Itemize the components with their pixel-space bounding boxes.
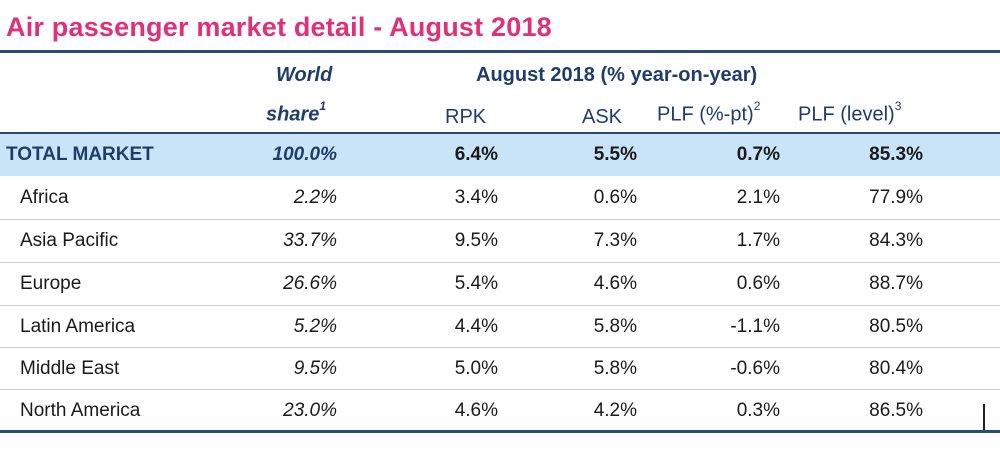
world-share: 5.2% xyxy=(293,316,337,337)
header-top-rule xyxy=(0,50,1000,53)
region-name: Asia Pacific xyxy=(20,230,119,251)
header-rpk: RPK xyxy=(445,106,487,128)
row-divider xyxy=(0,219,1000,220)
total-row-highlight xyxy=(0,134,1000,176)
row-divider xyxy=(0,347,1000,348)
rpk-value: 9.5% xyxy=(454,230,498,251)
rpk-value: 3.4% xyxy=(454,187,498,208)
world-share: 23.0% xyxy=(283,400,337,421)
plf-pt-value: 0.6% xyxy=(736,273,780,294)
plf-level-value: 80.5% xyxy=(869,316,923,337)
table-row: Middle East 9.5% 5.0% 5.8% -0.6% 80.4% xyxy=(0,348,1000,390)
row-divider xyxy=(0,389,1000,390)
world-share: 26.6% xyxy=(283,273,337,294)
ask-value: 5.8% xyxy=(593,316,637,337)
table-row: Africa 2.2% 3.4% 0.6% 2.1% 77.9% xyxy=(0,177,1000,219)
rpk-value: 4.6% xyxy=(454,400,498,421)
rpk-value: 5.4% xyxy=(454,273,498,294)
ask-value: 4.6% xyxy=(593,273,637,294)
ask-value: 5.8% xyxy=(593,358,637,379)
header-share-footnote: 1 xyxy=(319,99,327,113)
plf-pt-value: 2.1% xyxy=(736,187,780,208)
world-share: 9.5% xyxy=(293,358,337,379)
table-row: North America 23.0% 4.6% 4.2% 0.3% 86.5% xyxy=(0,390,1000,432)
table-row: Asia Pacific 33.7% 9.5% 7.3% 1.7% 84.3% xyxy=(0,220,1000,262)
plf-pt-value: 1.7% xyxy=(736,230,780,251)
table-row: Latin America 5.2% 4.4% 5.8% -1.1% 80.5% xyxy=(0,306,1000,348)
header-plf-level-footnote: 3 xyxy=(894,99,902,113)
world-share: 33.7% xyxy=(283,230,337,251)
world-share: 100.0% xyxy=(272,144,337,165)
header-world: World xyxy=(276,64,333,86)
table-row-total-market: TOTAL MARKET 100.0% 6.4% 5.5% 0.7% 85.3% xyxy=(0,134,1000,176)
plf-pt-value: -0.6% xyxy=(730,358,780,379)
plf-pt-value: 0.3% xyxy=(736,400,780,421)
plf-level-value: 80.4% xyxy=(869,358,923,379)
plf-level-value: 84.3% xyxy=(869,230,923,251)
header-plf-pt: PLF (%-pt)2 xyxy=(657,99,761,127)
header-plf-level-label: PLF (level) xyxy=(798,103,895,126)
region-name: North America xyxy=(20,400,141,421)
plf-pt-value: 0.7% xyxy=(736,144,780,165)
region-name: Europe xyxy=(20,273,82,294)
plf-level-value: 77.9% xyxy=(869,187,923,208)
world-share: 2.2% xyxy=(293,187,337,208)
ask-value: 7.3% xyxy=(593,230,637,251)
region-name: Africa xyxy=(20,187,69,208)
plf-level-value: 85.3% xyxy=(869,144,923,165)
row-divider xyxy=(0,262,1000,263)
header-period-group: August 2018 (% year-on-year) xyxy=(476,64,758,86)
row-divider xyxy=(0,305,1000,306)
rpk-value: 4.4% xyxy=(454,316,498,337)
header-plf-level: PLF (level)3 xyxy=(798,99,902,127)
header-bottom-rule xyxy=(0,132,1000,134)
ask-value: 0.6% xyxy=(593,187,637,208)
header-plf-pt-label: PLF (%-pt) xyxy=(657,103,754,126)
plf-level-value: 86.5% xyxy=(869,400,923,421)
header-ask: ASK xyxy=(582,106,623,128)
region-name: TOTAL MARKET xyxy=(6,144,154,165)
page-title: Air passenger market detail - August 201… xyxy=(6,12,552,42)
plf-pt-value: -1.1% xyxy=(730,316,780,337)
header-share: share1 xyxy=(266,99,327,127)
text-cursor xyxy=(983,404,985,430)
region-name: Middle East xyxy=(20,358,120,379)
plf-level-value: 88.7% xyxy=(869,273,923,294)
header-share-label: share xyxy=(266,103,320,126)
rpk-value: 6.4% xyxy=(454,144,498,165)
table-row: Europe 26.6% 5.4% 4.6% 0.6% 88.7% xyxy=(0,263,1000,305)
header-plf-pt-footnote: 2 xyxy=(753,99,761,113)
ask-value: 5.5% xyxy=(593,144,637,165)
ask-value: 4.2% xyxy=(593,400,637,421)
region-name: Latin America xyxy=(20,316,136,337)
table-bottom-rule xyxy=(0,430,1000,433)
rpk-value: 5.0% xyxy=(454,358,498,379)
